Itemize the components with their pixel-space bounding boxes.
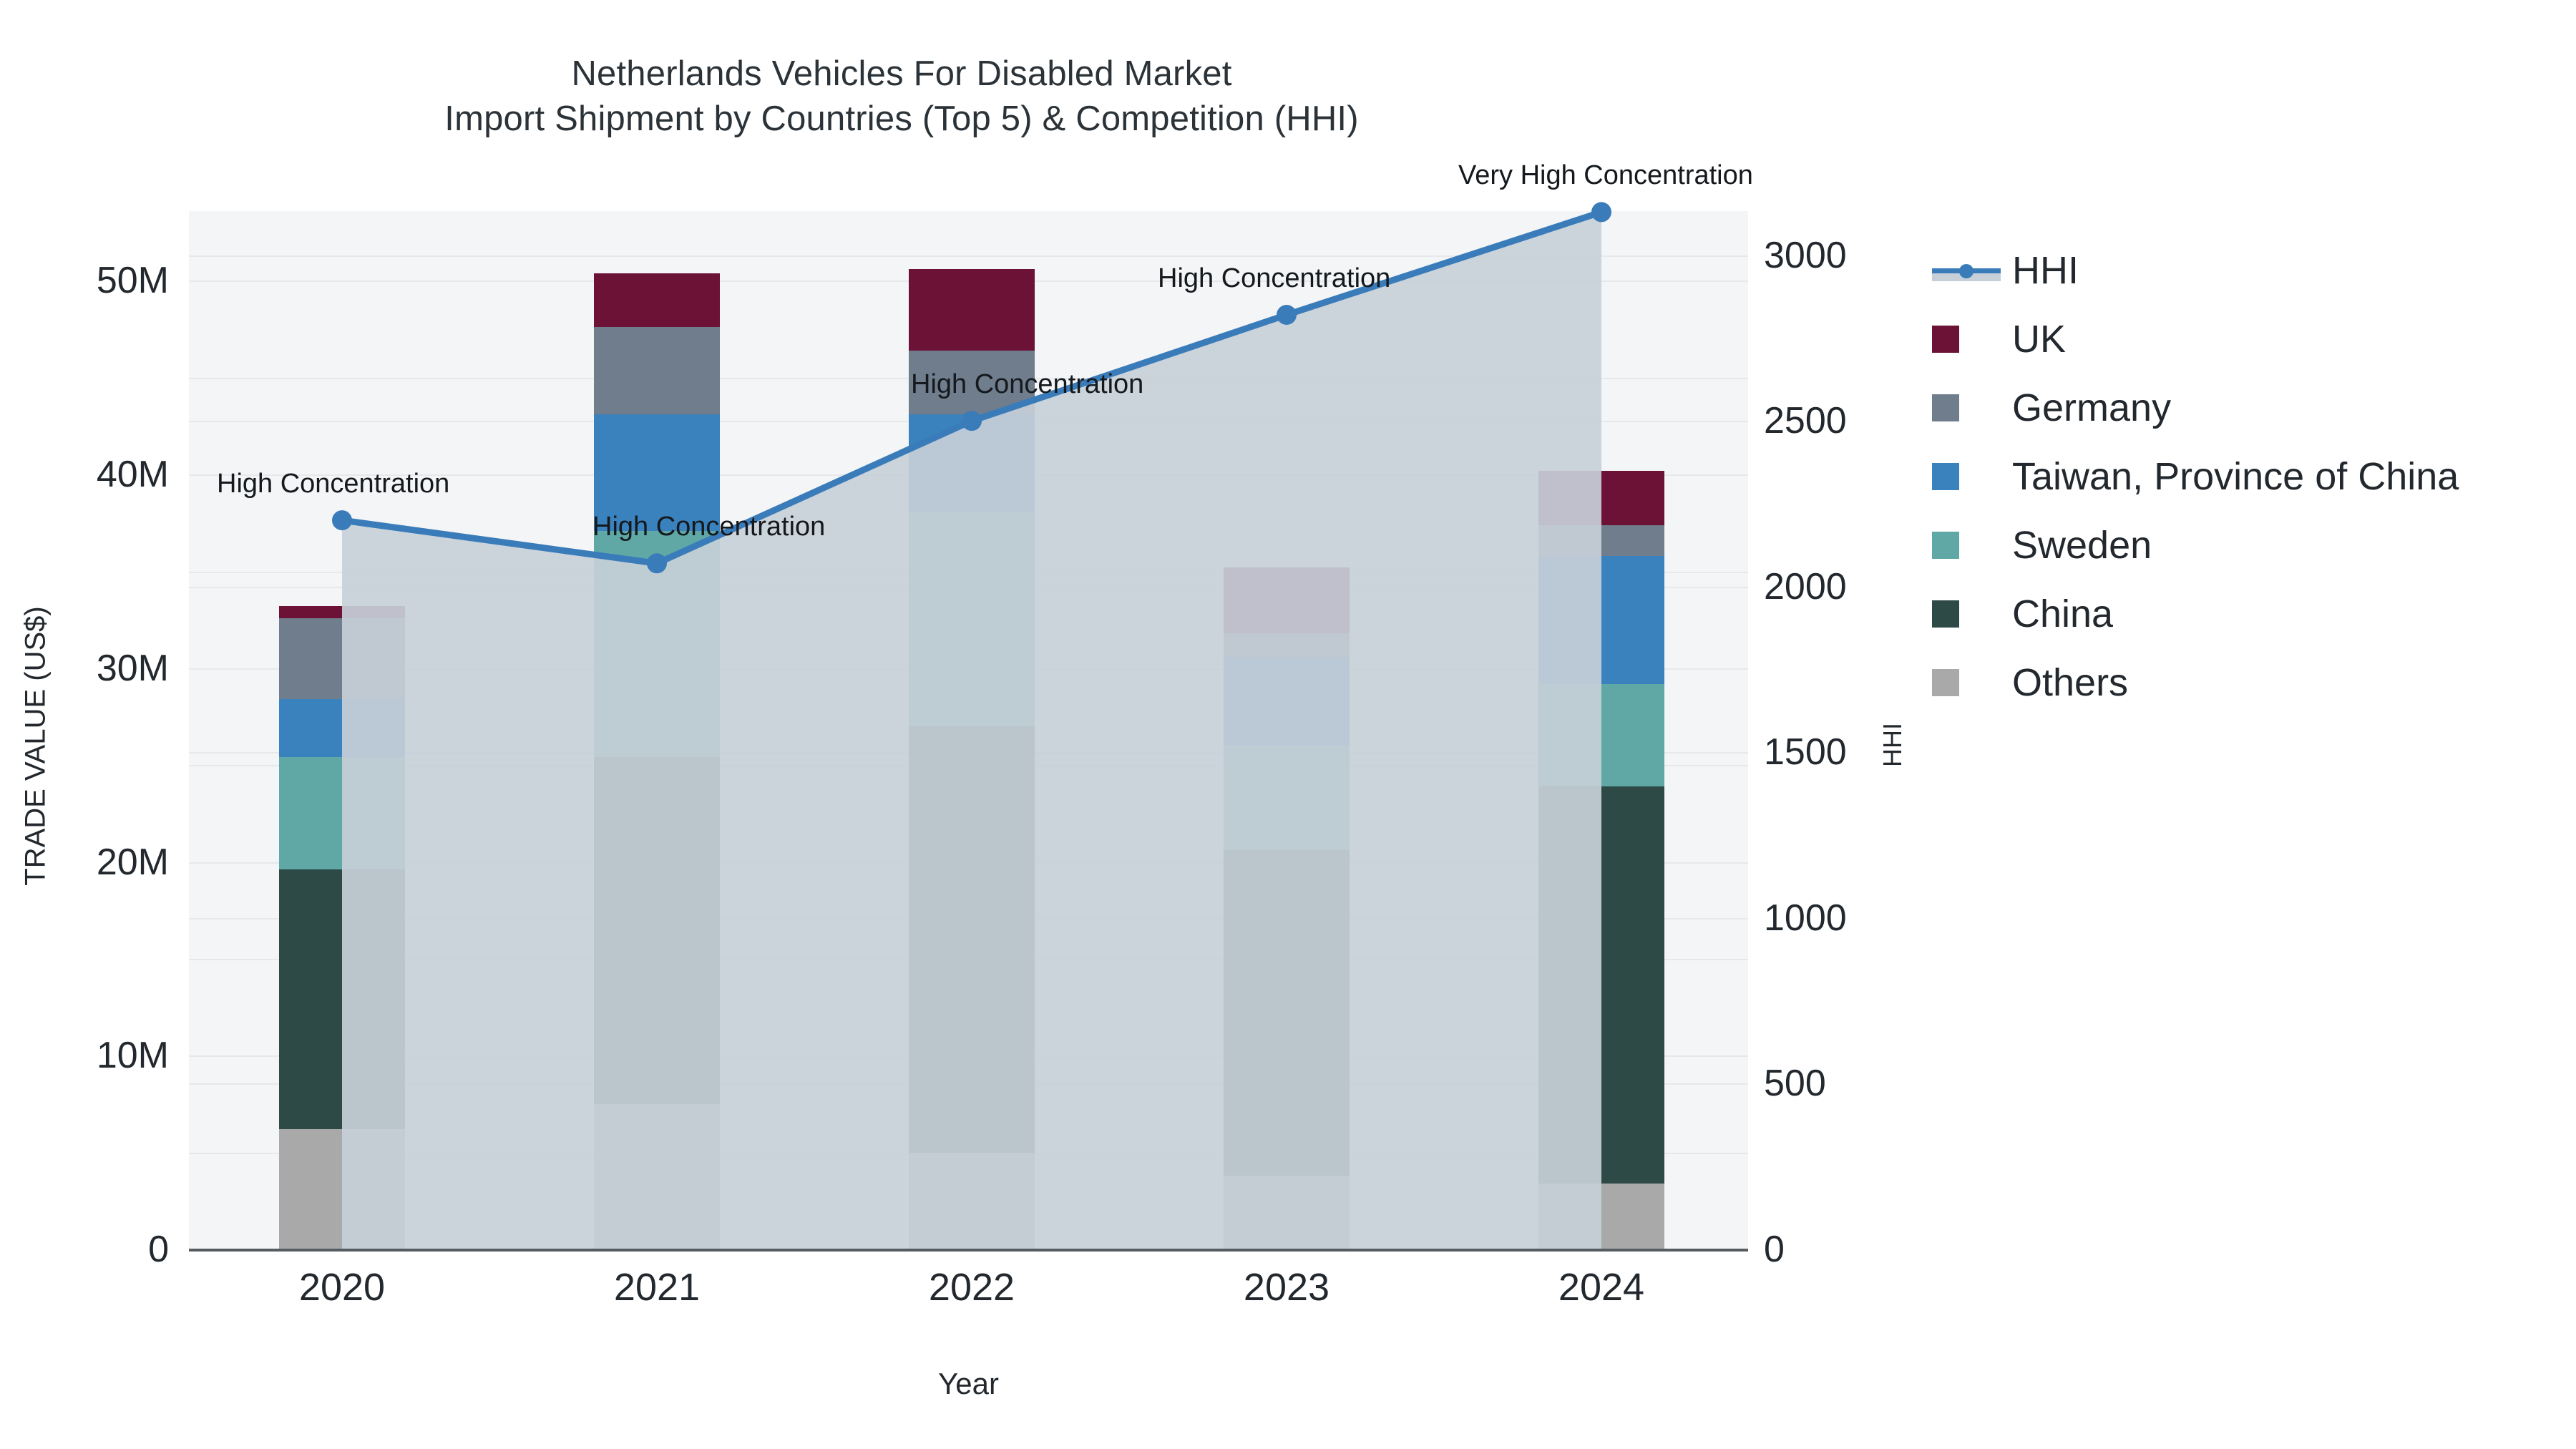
hhi-area-fill: [342, 212, 1601, 1249]
y-axis-right-tick-label: 2000: [1764, 565, 1847, 608]
hhi-annotation: High Concentration: [911, 369, 1144, 400]
chart-legend: HHI UK Germany Taiwan, Province of China Swe…: [1932, 236, 2547, 717]
hhi-annotation: High Concentration: [592, 512, 826, 542]
legend-color-swatch: [1932, 532, 1959, 559]
hhi-annotation: High Concentration: [217, 469, 450, 499]
hhi-data-point[interactable]: [1277, 305, 1297, 325]
legend-item[interactable]: Sweden: [1932, 511, 2547, 580]
chart-title-line-2: Import Shipment by Countries (Top 5) & C…: [444, 99, 1359, 138]
y-axis-right-tick-label: 500: [1764, 1063, 1826, 1105]
y-axis-right-tick-label: 1500: [1764, 731, 1847, 774]
hhi-data-point[interactable]: [332, 510, 352, 531]
y-axis-right-label: HHI: [1878, 723, 1907, 767]
legend-swatch-wrap: [1932, 532, 2012, 559]
legend-swatch-wrap: [1932, 257, 2012, 284]
hhi-data-point[interactable]: [647, 553, 667, 574]
legend-item-label: Germany: [2012, 386, 2172, 429]
legend-item-label: Taiwan, Province of China: [2012, 455, 2459, 498]
plot-area: [189, 202, 1748, 1251]
legend-swatch-wrap: [1932, 669, 2012, 696]
legend-color-swatch: [1932, 600, 1959, 628]
legend-item-label: China: [2012, 592, 2114, 635]
hhi-annotation: High Concentration: [1158, 263, 1391, 293]
y-axis-left-tick-label: 10M: [96, 1035, 169, 1077]
legend-color-swatch: [1932, 326, 1959, 353]
bar-segment[interactable]: [909, 269, 1035, 351]
legend-item[interactable]: Taiwan, Province of China: [1932, 442, 2547, 511]
y-axis-right-tick-label: 1000: [1764, 897, 1847, 939]
y-axis-right-tick-label: 0: [1764, 1229, 1785, 1270]
legend-item-label: UK: [2012, 318, 2067, 361]
y-axis-left-tick-label: 20M: [96, 841, 169, 883]
hhi-data-point[interactable]: [962, 411, 982, 431]
legend-swatch-wrap: [1932, 600, 2012, 628]
legend-item[interactable]: UK: [1932, 305, 2547, 374]
x-axis-tick-label: 2024: [1558, 1266, 1645, 1309]
legend-swatch-wrap: [1932, 463, 2012, 490]
x-axis-label: Year: [938, 1367, 999, 1400]
y-axis-left-tick-label: 0: [148, 1229, 169, 1270]
legend-item[interactable]: Others: [1932, 648, 2547, 717]
legend-line-dot: [1959, 264, 1974, 278]
y-axis-left-tick-label: 50M: [96, 260, 169, 302]
chart-title: Netherlands Vehicles For Disabled Market…: [0, 52, 1803, 141]
x-axis-line: [189, 1249, 1748, 1252]
y-axis-left-label: TRADE VALUE (US$): [19, 606, 52, 886]
legend-color-swatch: [1932, 463, 1959, 490]
hhi-annotation: Very High Concentration: [1458, 160, 1753, 191]
bar-segment[interactable]: [594, 414, 720, 531]
y-axis-left-tick-label: 40M: [96, 454, 169, 496]
legend-swatch-wrap: [1932, 326, 2012, 353]
y-axis-right-tick-label: 3000: [1764, 234, 1847, 276]
hhi-markers: [332, 202, 1611, 574]
y-axis-right-tick-label: 2500: [1764, 400, 1847, 442]
hhi-data-point[interactable]: [1591, 202, 1611, 223]
x-axis-tick-label: 2022: [928, 1266, 1015, 1309]
legend-item[interactable]: Germany: [1932, 374, 2547, 442]
legend-item-label: HHI: [2012, 249, 2079, 292]
legend-item-label: Sweden: [2012, 524, 2152, 567]
y-axis-left-tick-label: 30M: [96, 647, 169, 689]
x-axis-tick-label: 2020: [298, 1266, 386, 1309]
legend-swatch-wrap: [1932, 394, 2012, 421]
hhi-series: [332, 202, 1611, 1249]
bar-segment[interactable]: [594, 327, 720, 415]
legend-item[interactable]: HHI: [1932, 236, 2547, 305]
legend-color-swatch: [1932, 394, 1959, 421]
x-axis-tick-label: 2023: [1243, 1266, 1330, 1309]
chart-title-line-1: Netherlands Vehicles For Disabled Market: [571, 54, 1232, 93]
legend-line-icon: [1932, 257, 2001, 284]
bar-segment[interactable]: [594, 273, 720, 328]
gridline: [189, 255, 1748, 257]
legend-item[interactable]: China: [1932, 580, 2547, 648]
legend-color-swatch: [1932, 669, 1959, 696]
legend-item-label: Others: [2012, 661, 2129, 704]
x-axis-tick-label: 2021: [613, 1266, 701, 1309]
